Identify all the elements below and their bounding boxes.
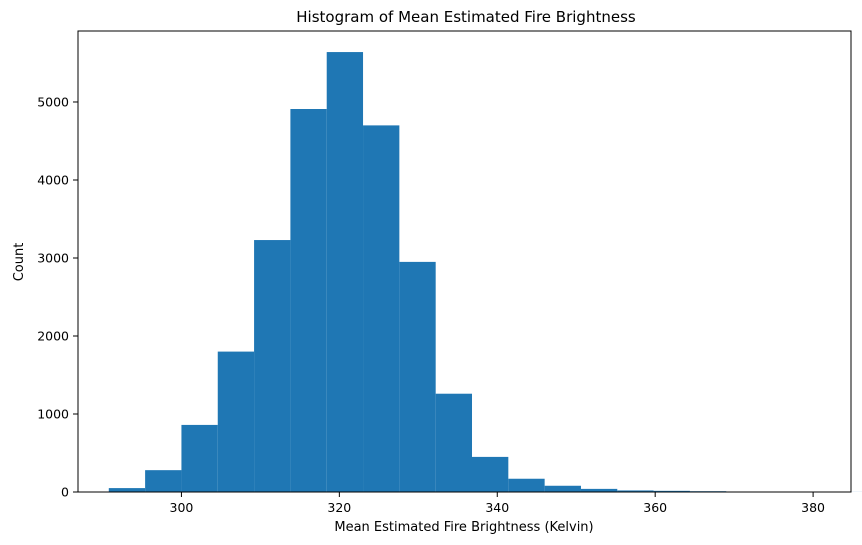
histogram-bar [108, 488, 146, 492]
x-tick-label: 380 [801, 500, 825, 515]
x-tick-label: 340 [485, 500, 509, 515]
histogram-bar [508, 478, 545, 492]
histogram-bar [653, 490, 690, 492]
x-axis-label: Mean Estimated Fire Brightness (Kelvin) [334, 520, 593, 535]
histogram-bar [472, 456, 509, 492]
histogram-bar [254, 240, 291, 492]
chart-title: Histogram of Mean Estimated Fire Brightn… [296, 8, 636, 26]
histogram-bar [544, 485, 581, 492]
y-tick-label: 5000 [37, 94, 69, 109]
y-axis-ticks: 0 1000 2000 3000 4000 5000 [37, 94, 78, 500]
plot-frame [77, 30, 852, 493]
histogram-bar [399, 261, 436, 492]
histogram-bar [363, 125, 400, 492]
bars-group [108, 52, 862, 492]
y-tick-label: 4000 [37, 172, 69, 187]
y-tick-label: 0 [61, 485, 69, 500]
y-tick-label: 3000 [37, 250, 69, 265]
histogram-bar [181, 424, 218, 492]
histogram-bar [290, 109, 327, 492]
histogram-bar [145, 470, 182, 492]
x-tick-label: 320 [327, 500, 351, 515]
y-tick-label: 1000 [37, 406, 69, 421]
histogram-bar [435, 393, 473, 492]
histogram-bar [217, 351, 255, 492]
histogram-bar [580, 488, 618, 492]
y-tick-label: 2000 [37, 328, 69, 343]
x-tick-label: 300 [170, 500, 194, 515]
histogram-bar [617, 490, 654, 492]
y-axis-label: Count [12, 243, 27, 282]
x-tick-label: 360 [643, 500, 667, 515]
histogram-bar [326, 52, 364, 492]
x-axis-ticks: 300 320 340 360 380 [170, 492, 825, 515]
